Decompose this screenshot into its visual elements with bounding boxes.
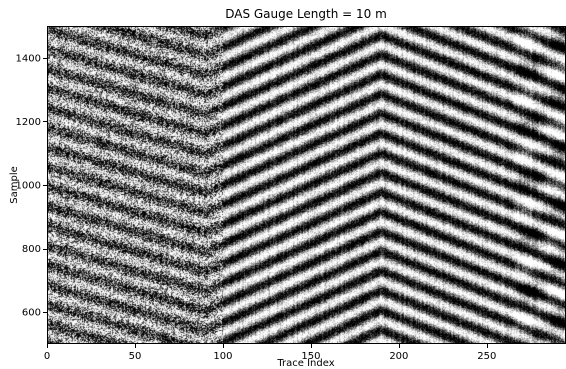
y-tick-label: 1400 bbox=[16, 53, 41, 64]
x-tick-label: 150 bbox=[301, 351, 320, 362]
y-tick-label: 1200 bbox=[16, 117, 41, 128]
y-axis-label: Sample bbox=[9, 166, 20, 204]
x-axis-label: Trace Index bbox=[276, 358, 334, 369]
plot-area bbox=[47, 26, 566, 344]
x-tick-label: 100 bbox=[213, 351, 232, 362]
x-tick-label: 200 bbox=[389, 351, 408, 362]
y-axis: 600 800 1000 1200 1400 bbox=[16, 53, 47, 319]
x-axis: 0 50 100 150 200 250 bbox=[44, 344, 496, 362]
x-tick-label: 250 bbox=[477, 351, 496, 362]
heatmap-image bbox=[47, 26, 566, 344]
x-tick-label: 50 bbox=[129, 351, 142, 362]
chart-title: DAS Gauge Length = 10 m bbox=[225, 7, 387, 21]
y-tick-label: 1000 bbox=[16, 181, 41, 192]
y-tick-label: 600 bbox=[22, 308, 41, 319]
x-tick-label: 0 bbox=[44, 351, 50, 362]
y-tick-label: 800 bbox=[22, 244, 41, 255]
